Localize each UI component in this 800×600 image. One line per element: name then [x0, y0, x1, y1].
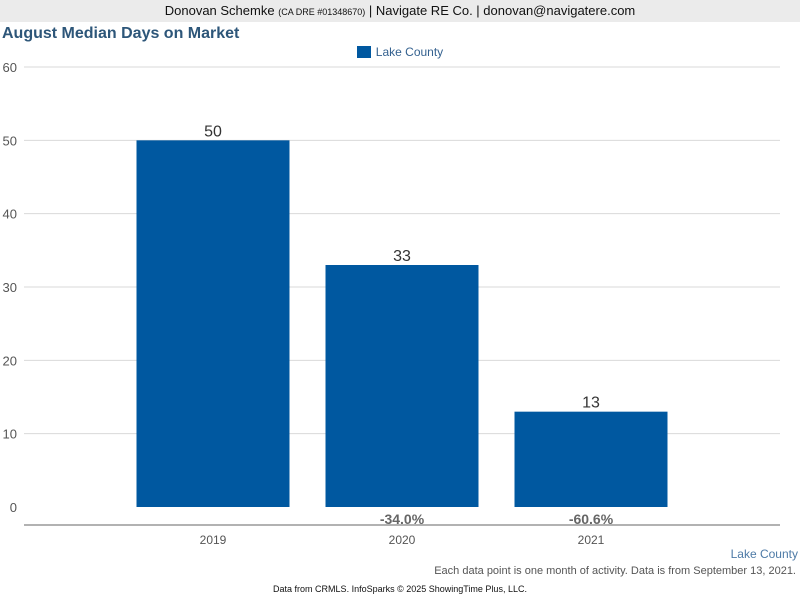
agent-name: Donovan Schemke [164, 3, 275, 18]
y-tick-label: 30 [3, 280, 17, 295]
y-tick-label: 60 [3, 60, 17, 75]
percent-change-label: -60.6% [569, 511, 614, 527]
percent-change-label: -34.0% [380, 511, 425, 527]
x-tick-label: 2021 [578, 533, 605, 547]
data-source-footer: Data from CRMLS. InfoSparks © 2025 Showi… [273, 584, 527, 594]
bar-value-label: 33 [393, 248, 411, 265]
agent-header-bar: Donovan Schemke (CA DRE #01348670) | Nav… [0, 0, 800, 22]
bar [136, 140, 290, 508]
chart-legend[interactable]: Lake County [0, 45, 800, 59]
agent-license: (CA DRE #01348670) [278, 7, 366, 17]
x-tick-label: 2020 [389, 533, 416, 547]
bar [325, 265, 479, 507]
chart-title: August Median Days on Market [2, 25, 240, 42]
region-label[interactable]: Lake County [730, 547, 798, 561]
y-tick-label: 40 [3, 207, 17, 222]
bar-value-label: 50 [204, 123, 222, 140]
bar-value-label: 13 [582, 395, 600, 412]
x-tick-label: 2019 [200, 533, 227, 547]
legend-swatch [356, 46, 371, 58]
y-tick-label: 50 [3, 133, 17, 148]
data-note: Each data point is one month of activity… [434, 565, 796, 577]
agent-company-contact: | Navigate RE Co. | donovan@navigatere.c… [368, 3, 636, 18]
legend-label: Lake County [375, 45, 444, 59]
y-tick-label: 0 [10, 500, 17, 515]
y-tick-label: 20 [3, 353, 17, 368]
bar [514, 411, 668, 507]
y-tick-label: 10 [3, 427, 17, 442]
